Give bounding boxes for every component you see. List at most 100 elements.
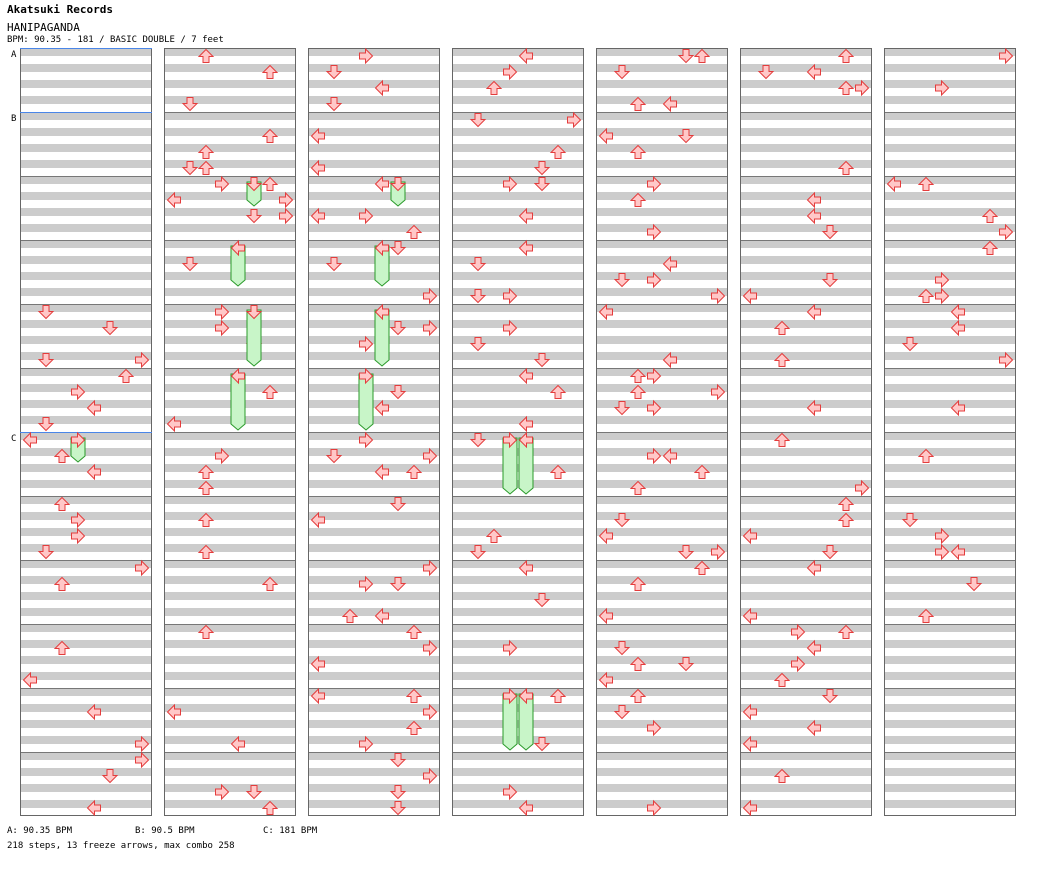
measure-stripe	[884, 384, 1016, 392]
measure-stripe	[164, 208, 296, 216]
measure-stripe	[884, 400, 1016, 408]
right-arrow	[647, 367, 662, 385]
right-arrow	[503, 639, 518, 657]
measure-stripe	[596, 432, 728, 440]
down-arrow	[469, 113, 487, 128]
down-arrow	[533, 593, 551, 608]
measure-stripe	[308, 752, 440, 760]
measure-stripe	[20, 656, 152, 664]
up-arrow	[981, 208, 999, 223]
chart-column-border	[164, 48, 296, 816]
up-arrow	[629, 656, 647, 671]
measure-stripe	[164, 48, 296, 56]
up-arrow	[197, 144, 215, 159]
measure-stripe	[740, 80, 872, 88]
down-arrow	[325, 449, 343, 464]
measure-stripe	[740, 656, 872, 664]
measure-stripe	[884, 704, 1016, 712]
measure-stripe	[20, 640, 152, 648]
down-arrow	[389, 753, 407, 768]
right-arrow	[935, 527, 950, 545]
measure-stripe	[308, 272, 440, 280]
measure-stripe	[740, 720, 872, 728]
measure-stripe	[308, 656, 440, 664]
measure-stripe	[452, 688, 584, 696]
measure-stripe	[596, 320, 728, 328]
down-arrow	[533, 177, 551, 192]
right-arrow	[503, 175, 518, 193]
left-arrow	[598, 527, 613, 545]
measure-stripe	[20, 160, 152, 168]
measure-stripe	[884, 640, 1016, 648]
down-arrow	[325, 65, 343, 80]
measure-stripe	[452, 160, 584, 168]
left-arrow	[310, 687, 325, 705]
measure-stripe	[164, 288, 296, 296]
measure-stripe	[884, 784, 1016, 792]
measure-stripe	[20, 544, 152, 552]
measure-stripe	[164, 464, 296, 472]
up-arrow	[197, 464, 215, 479]
measure-stripe	[740, 240, 872, 248]
left-arrow	[950, 319, 965, 337]
measure-stripe	[884, 64, 1016, 72]
left-arrow	[598, 607, 613, 625]
measure-stripe	[308, 704, 440, 712]
chart-stats: 218 steps, 13 freeze arrows, max combo 2…	[7, 841, 235, 851]
left-arrow	[374, 239, 389, 257]
up-arrow	[341, 608, 359, 623]
down-arrow	[821, 689, 839, 704]
measure-stripe	[452, 192, 584, 200]
down-arrow	[181, 161, 199, 176]
measure-stripe	[884, 576, 1016, 584]
right-arrow	[279, 207, 294, 225]
measure-stripe	[20, 752, 152, 760]
down-arrow	[389, 577, 407, 592]
measure-stripe	[20, 464, 152, 472]
measure-stripe	[452, 80, 584, 88]
up-arrow	[405, 464, 423, 479]
up-arrow	[773, 768, 791, 783]
right-arrow	[215, 175, 230, 193]
measure-stripe	[452, 448, 584, 456]
up-arrow	[53, 448, 71, 463]
measure-stripe	[20, 432, 152, 440]
measure-stripe	[740, 800, 872, 808]
left-arrow	[310, 207, 325, 225]
right-arrow	[999, 223, 1014, 241]
measure-stripe	[740, 64, 872, 72]
down-arrow	[821, 545, 839, 560]
measure-stripe	[740, 512, 872, 520]
measure-stripe	[308, 208, 440, 216]
measure-stripe	[884, 448, 1016, 456]
down-arrow	[181, 97, 199, 112]
measure-stripe	[308, 192, 440, 200]
measure-stripe	[164, 576, 296, 584]
measure-stripe	[20, 512, 152, 520]
measure-stripe	[308, 368, 440, 376]
measure-stripe	[596, 208, 728, 216]
measure-stripe	[596, 736, 728, 744]
up-arrow	[197, 160, 215, 175]
measure-stripe	[308, 640, 440, 648]
measure-stripe	[596, 96, 728, 104]
up-arrow	[549, 464, 567, 479]
measure-stripe	[308, 320, 440, 328]
up-arrow	[197, 480, 215, 495]
right-arrow	[423, 287, 438, 305]
measure-stripe	[308, 432, 440, 440]
up-arrow	[773, 352, 791, 367]
measure-stripe	[20, 272, 152, 280]
measure-stripe	[308, 720, 440, 728]
measure-stripe	[740, 144, 872, 152]
measure-stripe	[884, 592, 1016, 600]
measure-stripe	[884, 560, 1016, 568]
measure-stripe	[20, 416, 152, 424]
measure-stripe	[164, 256, 296, 264]
measure-stripe	[452, 400, 584, 408]
measure-stripe	[308, 416, 440, 424]
left-arrow	[806, 63, 821, 81]
measure-stripe	[884, 720, 1016, 728]
down-arrow	[613, 513, 631, 528]
right-arrow	[647, 271, 662, 289]
